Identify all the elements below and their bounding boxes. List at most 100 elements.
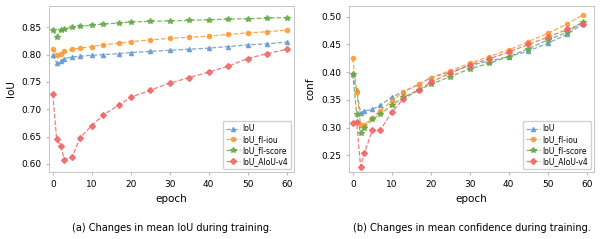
IoU_fl-score [446, 75, 454, 78]
IoU_AIoU-v4 [446, 72, 454, 75]
IoU_fl-iou [115, 42, 122, 45]
IoU_fl-score [283, 16, 290, 19]
Y-axis label: IoU: IoU [5, 80, 16, 97]
IoU_AIoU-v4 [353, 121, 360, 124]
IoU_fl-score [224, 18, 232, 21]
IoU_AIoU-v4 [146, 89, 154, 92]
IoU_AIoU-v4 [563, 28, 571, 31]
IoU_fl-iou [100, 43, 107, 46]
IoU_fl-iou [415, 83, 422, 86]
IoU_AIoU-v4 [427, 81, 434, 84]
IoU_fl-iou [446, 69, 454, 72]
Line: IoU_fl-iou: IoU_fl-iou [350, 13, 585, 127]
IoU_fl-score [353, 112, 360, 115]
X-axis label: epoch: epoch [456, 194, 488, 204]
IoU [427, 76, 434, 79]
IoU_fl-iou [61, 50, 68, 53]
IoU_AIoU-v4 [361, 151, 368, 154]
IoU [563, 33, 571, 36]
IoU [61, 57, 68, 60]
IoU_AIoU-v4 [485, 57, 493, 60]
IoU [505, 55, 512, 58]
IoU_fl-score [563, 31, 571, 34]
IoU_fl-score [400, 96, 407, 98]
IoU_fl-iou [166, 37, 173, 40]
IoU [415, 83, 422, 86]
IoU_AIoU-v4 [166, 82, 173, 85]
IoU_fl-score [88, 24, 95, 27]
X-axis label: epoch: epoch [156, 194, 188, 204]
IoU [376, 104, 383, 107]
IoU_fl-iou [368, 116, 376, 119]
IoU [524, 50, 532, 53]
IoU_fl-iou [49, 48, 56, 51]
IoU_fl-iou [146, 38, 154, 41]
IoU [283, 41, 290, 43]
IoU_fl-iou [263, 30, 271, 33]
IoU_fl-iou [524, 40, 532, 43]
IoU_fl-iou [57, 52, 64, 55]
IoU_fl-iou [244, 31, 251, 34]
IoU_AIoU-v4 [283, 48, 290, 51]
IoU_AIoU-v4 [115, 103, 122, 106]
IoU_AIoU-v4 [61, 158, 68, 161]
IoU_AIoU-v4 [349, 122, 356, 125]
IoU [357, 112, 364, 115]
IoU_AIoU-v4 [185, 76, 193, 79]
IoU [388, 96, 395, 98]
IoU_fl-iou [505, 49, 512, 51]
Line: IoU_fl-score: IoU_fl-score [350, 19, 586, 136]
Legend: IoU, IoU_fl-iou, IoU_fl-score, IoU_AIoU-v4: IoU, IoU_fl-iou, IoU_fl-score, IoU_AIoU-… [223, 121, 292, 169]
IoU [349, 72, 356, 75]
IoU_AIoU-v4 [466, 64, 473, 66]
IoU_fl-iou [544, 32, 551, 35]
IoU [579, 22, 586, 25]
IoU_AIoU-v4 [524, 43, 532, 46]
IoU_fl-score [427, 83, 434, 86]
IoU_fl-iou [68, 48, 76, 51]
IoU_AIoU-v4 [127, 96, 134, 99]
IoU_fl-score [524, 47, 532, 50]
IoU_AIoU-v4 [53, 138, 60, 141]
IoU_fl-score [100, 23, 107, 26]
IoU_fl-score [115, 22, 122, 24]
IoU_fl-score [466, 67, 473, 70]
IoU_fl-iou [76, 47, 83, 49]
IoU_AIoU-v4 [368, 129, 376, 132]
IoU_fl-score [505, 55, 512, 58]
IoU [263, 42, 271, 45]
IoU_fl-score [53, 35, 60, 38]
IoU_fl-iou [376, 110, 383, 113]
IoU_AIoU-v4 [376, 129, 383, 132]
IoU [353, 89, 360, 92]
IoU [185, 48, 193, 51]
IoU_AIoU-v4 [244, 57, 251, 60]
IoU_fl-score [361, 126, 368, 129]
IoU [166, 49, 173, 52]
IoU_fl-score [544, 38, 551, 41]
IoU_fl-score [388, 104, 395, 107]
IoU_AIoU-v4 [388, 111, 395, 114]
IoU_fl-score [49, 29, 56, 32]
IoU [127, 51, 134, 54]
IoU_fl-iou [563, 22, 571, 25]
IoU_AIoU-v4 [100, 113, 107, 116]
IoU [466, 64, 473, 67]
IoU_fl-score [263, 17, 271, 20]
Line: IoU: IoU [50, 40, 289, 65]
IoU_fl-iou [224, 33, 232, 36]
IoU [361, 110, 368, 113]
IoU_fl-iou [427, 76, 434, 79]
Legend: IoU, IoU_fl-iou, IoU_fl-score, IoU_AIoU-v4: IoU, IoU_fl-iou, IoU_fl-score, IoU_AIoU-… [523, 121, 592, 169]
IoU_fl-iou [185, 36, 193, 39]
IoU [57, 60, 64, 63]
IoU [368, 108, 376, 111]
IoU_fl-score [579, 20, 586, 23]
IoU [485, 60, 493, 62]
IoU_fl-score [185, 19, 193, 22]
IoU_fl-score [57, 29, 64, 32]
Title: (a) Changes in mean IoU during training.: (a) Changes in mean IoU during training. [71, 223, 272, 233]
IoU_fl-iou [283, 29, 290, 32]
IoU [544, 42, 551, 45]
IoU [224, 45, 232, 48]
